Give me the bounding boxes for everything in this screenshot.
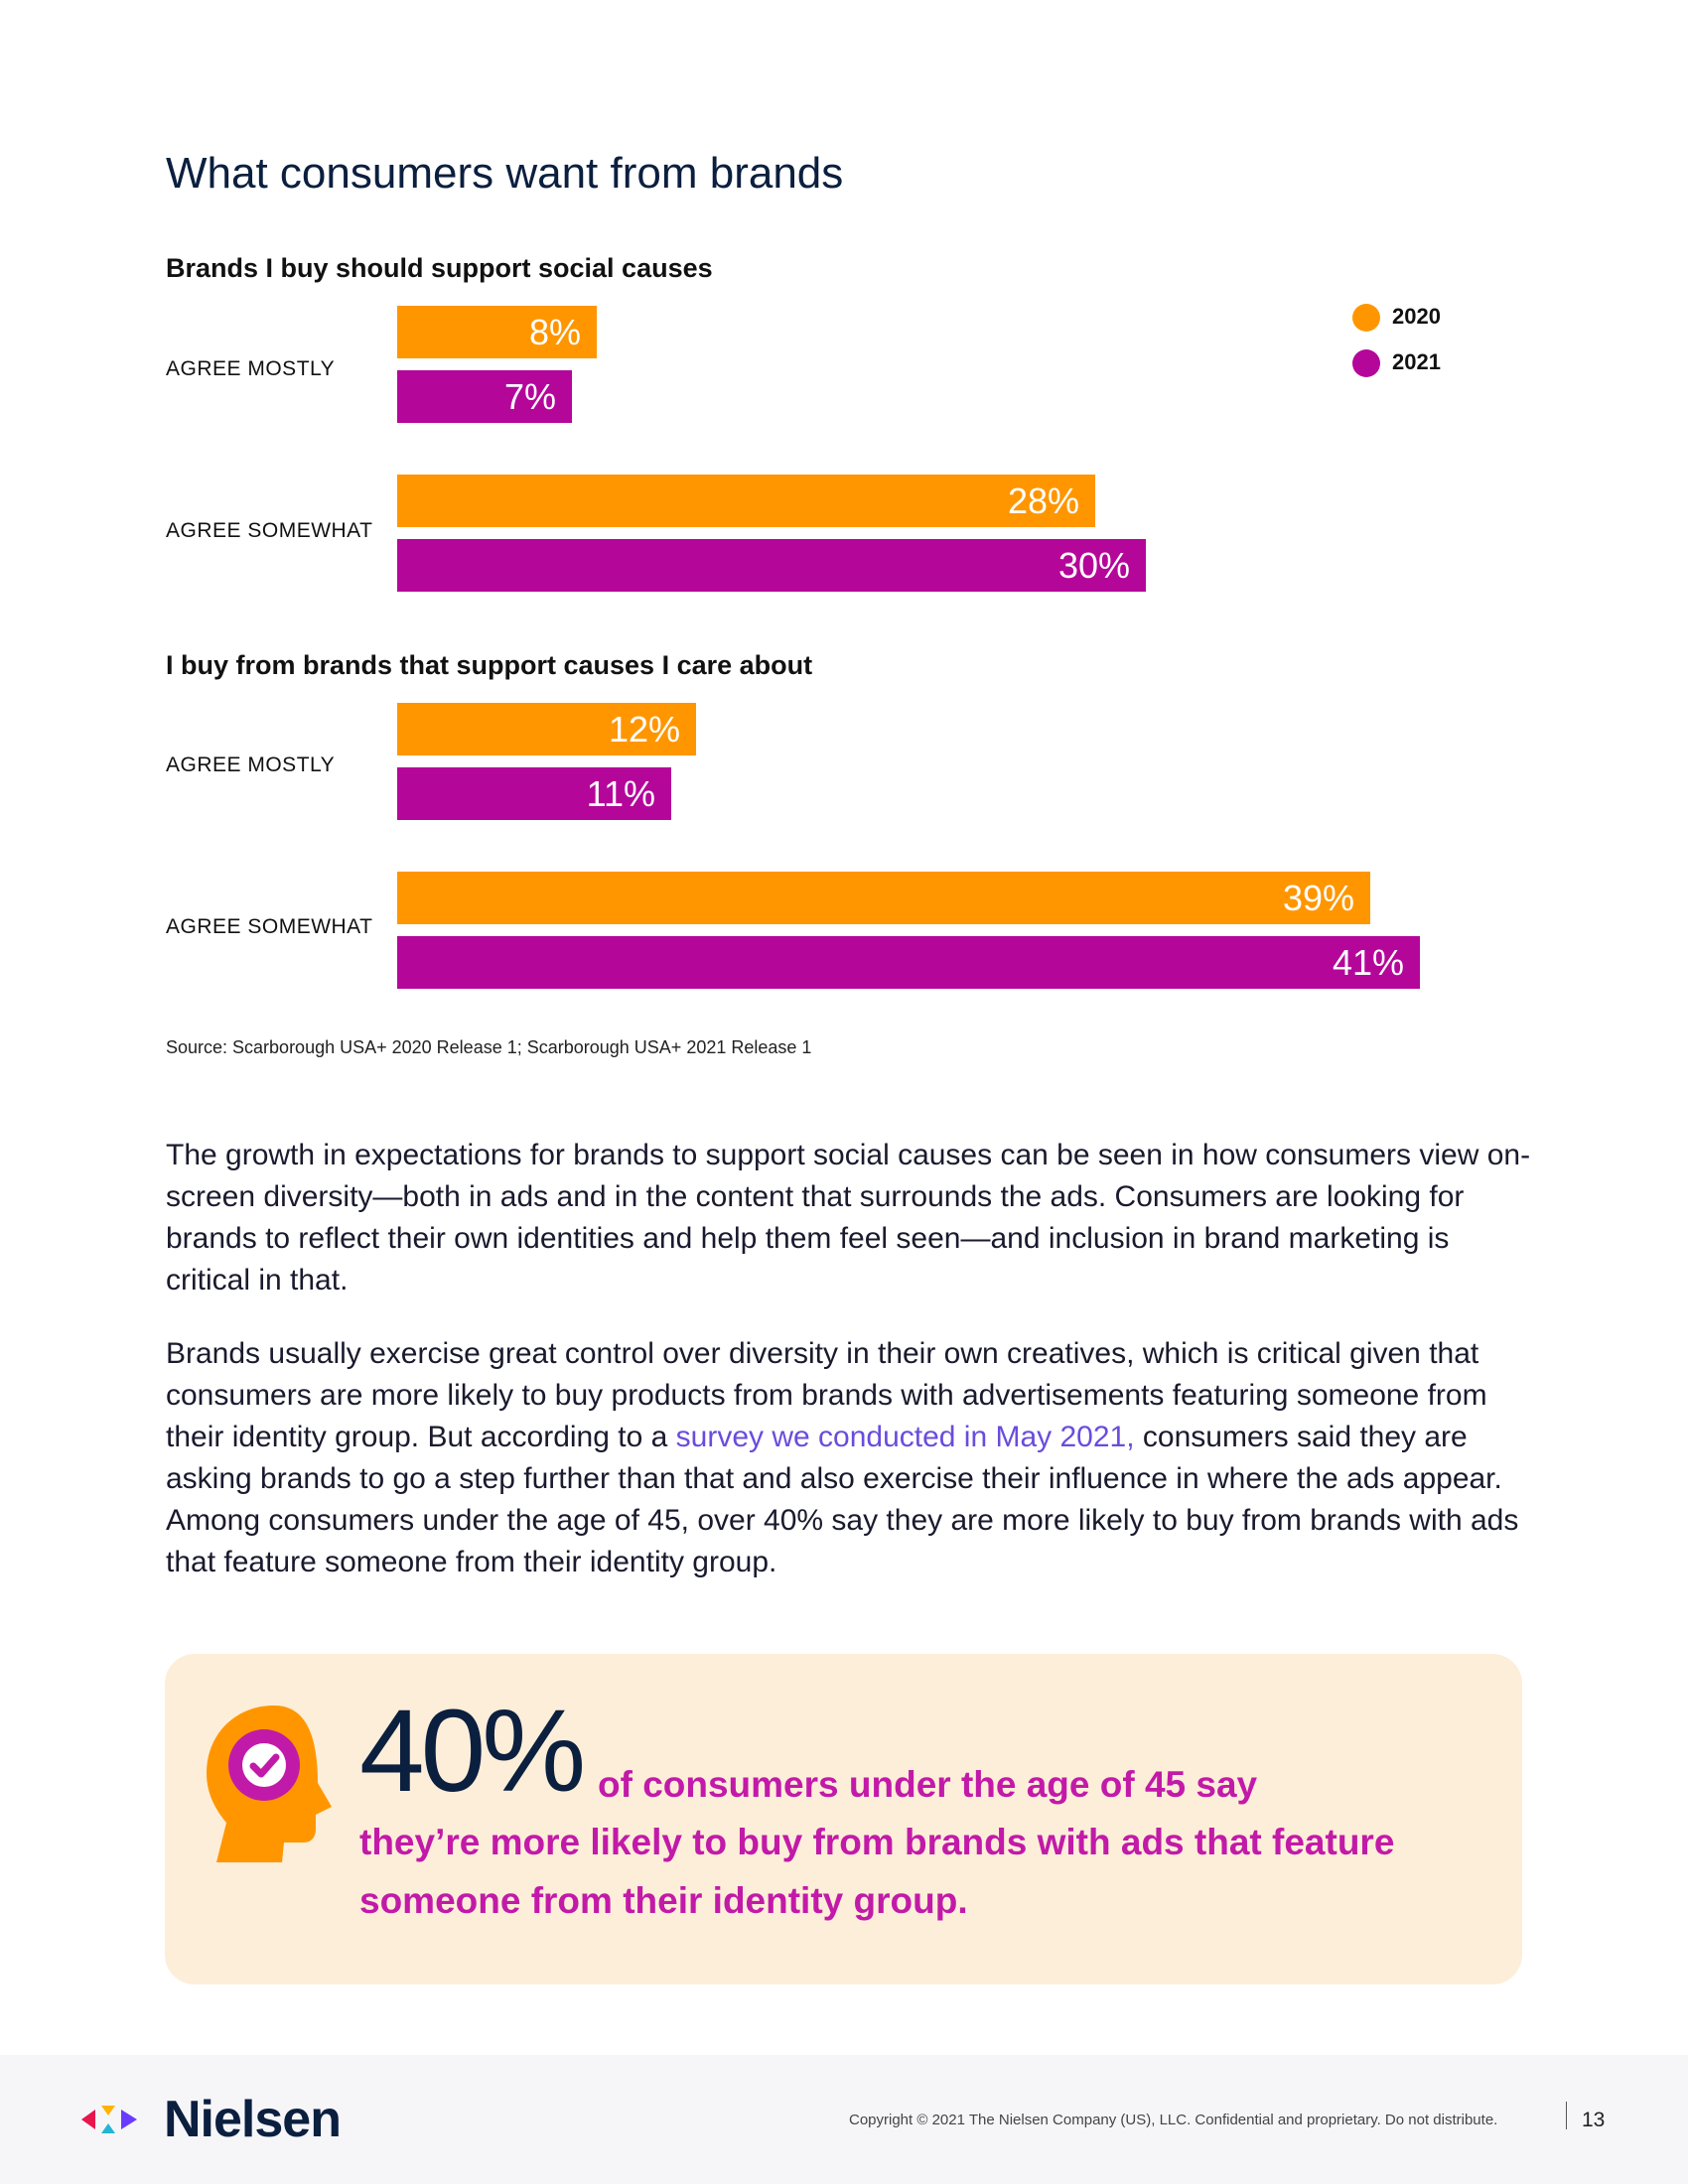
bar-value-label: 30% [1057, 545, 1130, 586]
chart2-bars: 12% 11% 39% 41% [397, 703, 1440, 989]
chart2-category-agree-mostly: AGREE MOSTLY [166, 753, 336, 776]
copyright-notice: Copyright © 2021 The Nielsen Company (US… [849, 2112, 1498, 2128]
bar-2-agree-somewhat-2020: 39% [397, 872, 1370, 924]
bar-2-agree-mostly-2020: 12% [397, 703, 696, 755]
bar-1-agree-mostly-2021: 7% [397, 370, 572, 423]
survey-link[interactable]: survey we conducted in May 2021, [675, 1421, 1135, 1453]
chart1-title: Brands I buy should support social cause… [166, 253, 713, 283]
nielsen-wordmark: Nielsen [164, 2091, 342, 2148]
bar-value-label: 8% [528, 312, 581, 352]
stat-callout-box [165, 1654, 1522, 1984]
bar-value-label: 12% [608, 709, 680, 750]
bar-value-label: 11% [586, 773, 655, 814]
stat-text-line-3: someone from their identity group. [359, 1880, 968, 1921]
body-paragraph-2-text-b: consumers said they are asking brands to… [166, 1421, 1519, 1578]
chart1-bars: 8% 7% 28% 30% [397, 306, 1440, 592]
chart-source-note: Source: Scarborough USA+ 2020 Release 1;… [166, 1037, 812, 1057]
stat-number: 40% [359, 1686, 586, 1817]
bar-value-label: 7% [503, 376, 556, 417]
bar-1-agree-somewhat-2020: 28% [397, 475, 1095, 527]
stat-text-line-2: they’re more likely to buy from brands w… [359, 1822, 1395, 1862]
bar-value-label: 28% [1007, 480, 1079, 521]
bar-value-label: 41% [1332, 942, 1404, 983]
stat-text-line-1: of consumers under the age of 45 say [598, 1764, 1258, 1805]
chart-legend: 2020 2021 [1352, 301, 1491, 380]
legend-label-2021: 2021 [1392, 349, 1441, 374]
body-paragraph-2-text-a: Brands usually exercise great control ov… [166, 1337, 1487, 1453]
body-paragraph-2: Brands usually exercise great control ov… [166, 1333, 1536, 1583]
bar-1-agree-somewhat-2021: 30% [397, 539, 1146, 592]
bar-1-agree-mostly-2020: 8% [397, 306, 597, 358]
footer-divider [1566, 2102, 1567, 2129]
legend-dot-2020 [1352, 304, 1380, 332]
legend-label-2020: 2020 [1392, 304, 1441, 329]
nielsen-logo-icon [81, 2106, 137, 2133]
chart1-category-agree-mostly: AGREE MOSTLY [166, 357, 336, 380]
body-paragraph-1: The growth in expectations for brands to… [166, 1139, 1531, 1297]
legend-dot-2021 [1352, 349, 1380, 377]
chart1-category-agree-somewhat: AGREE SOMEWHAT [166, 519, 373, 542]
chart2-title: I buy from brands that support causes I … [166, 650, 813, 680]
bar-2-agree-somewhat-2021: 41% [397, 936, 1420, 989]
bar-value-label: 39% [1282, 878, 1354, 918]
chart2-category-agree-somewhat: AGREE SOMEWHAT [166, 915, 373, 938]
bar-2-agree-mostly-2021: 11% [397, 767, 671, 820]
head-check-icon [207, 1706, 332, 1862]
page-title: What consumers want from brands [166, 149, 844, 198]
page-footer [0, 2055, 1688, 2184]
page-number: 13 [1582, 2109, 1606, 2131]
